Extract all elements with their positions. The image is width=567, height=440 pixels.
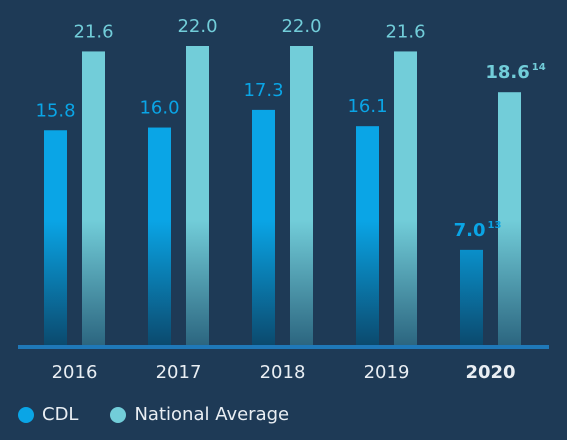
data-label-national-average-2019: 21.6: [385, 21, 425, 42]
bar-cdl-2020: [460, 249, 483, 345]
bar-national-average-2018: [290, 46, 313, 345]
footnote-cdl-2020: 13: [487, 220, 501, 231]
x-tick-label-2016: 2016: [52, 362, 98, 383]
footnote-national-average-2020: 14: [532, 62, 546, 73]
x-tick-label-2020: 2020: [465, 362, 515, 383]
data-label-national-average-2017: 22.0: [177, 16, 217, 37]
data-label-cdl-2018: 17.3: [243, 80, 283, 101]
legend: CDL National Average: [18, 404, 311, 425]
data-label-national-average-2018: 22.0: [281, 16, 321, 37]
bar-cdl-2019: [356, 126, 379, 345]
bar-national-average-2020: [498, 92, 521, 345]
bar-cdl-2016: [44, 130, 67, 345]
data-label-cdl-2016: 15.8: [35, 100, 75, 121]
bar-cdl-2018: [252, 109, 275, 345]
legend-item-cdl: CDL: [18, 404, 78, 425]
bar-national-average-2019: [394, 51, 417, 345]
legend-label-cdl: CDL: [42, 404, 79, 425]
legend-swatch-national-average: [110, 406, 127, 423]
data-label-national-average-2020: 18.6 14: [485, 62, 545, 83]
legend-item-national-average: National Average: [110, 404, 289, 425]
data-label-cdl-2017: 16.0: [139, 98, 179, 119]
x-tick-label-2018: 2018: [260, 362, 306, 383]
x-tick-label-2017: 2017: [156, 362, 202, 383]
x-tick-label-2019: 2019: [364, 362, 410, 383]
data-label-national-average-2016: 21.6: [73, 21, 113, 42]
legend-swatch-cdl: [18, 406, 34, 423]
bar-chart: 15.8 21.6 16.0 22.0 17.3 22.0 16.1 21.6 7.0 13 18.…: [18, 16, 549, 383]
data-label-cdl-2019: 16.1: [347, 96, 387, 117]
bar-national-average-2016: [82, 51, 105, 345]
data-label-cdl-2020: 7.0 13: [454, 220, 502, 241]
bar-cdl-2017: [148, 127, 171, 345]
bar-national-average-2017: [186, 46, 209, 345]
legend-label-national-average: National Average: [134, 404, 290, 425]
